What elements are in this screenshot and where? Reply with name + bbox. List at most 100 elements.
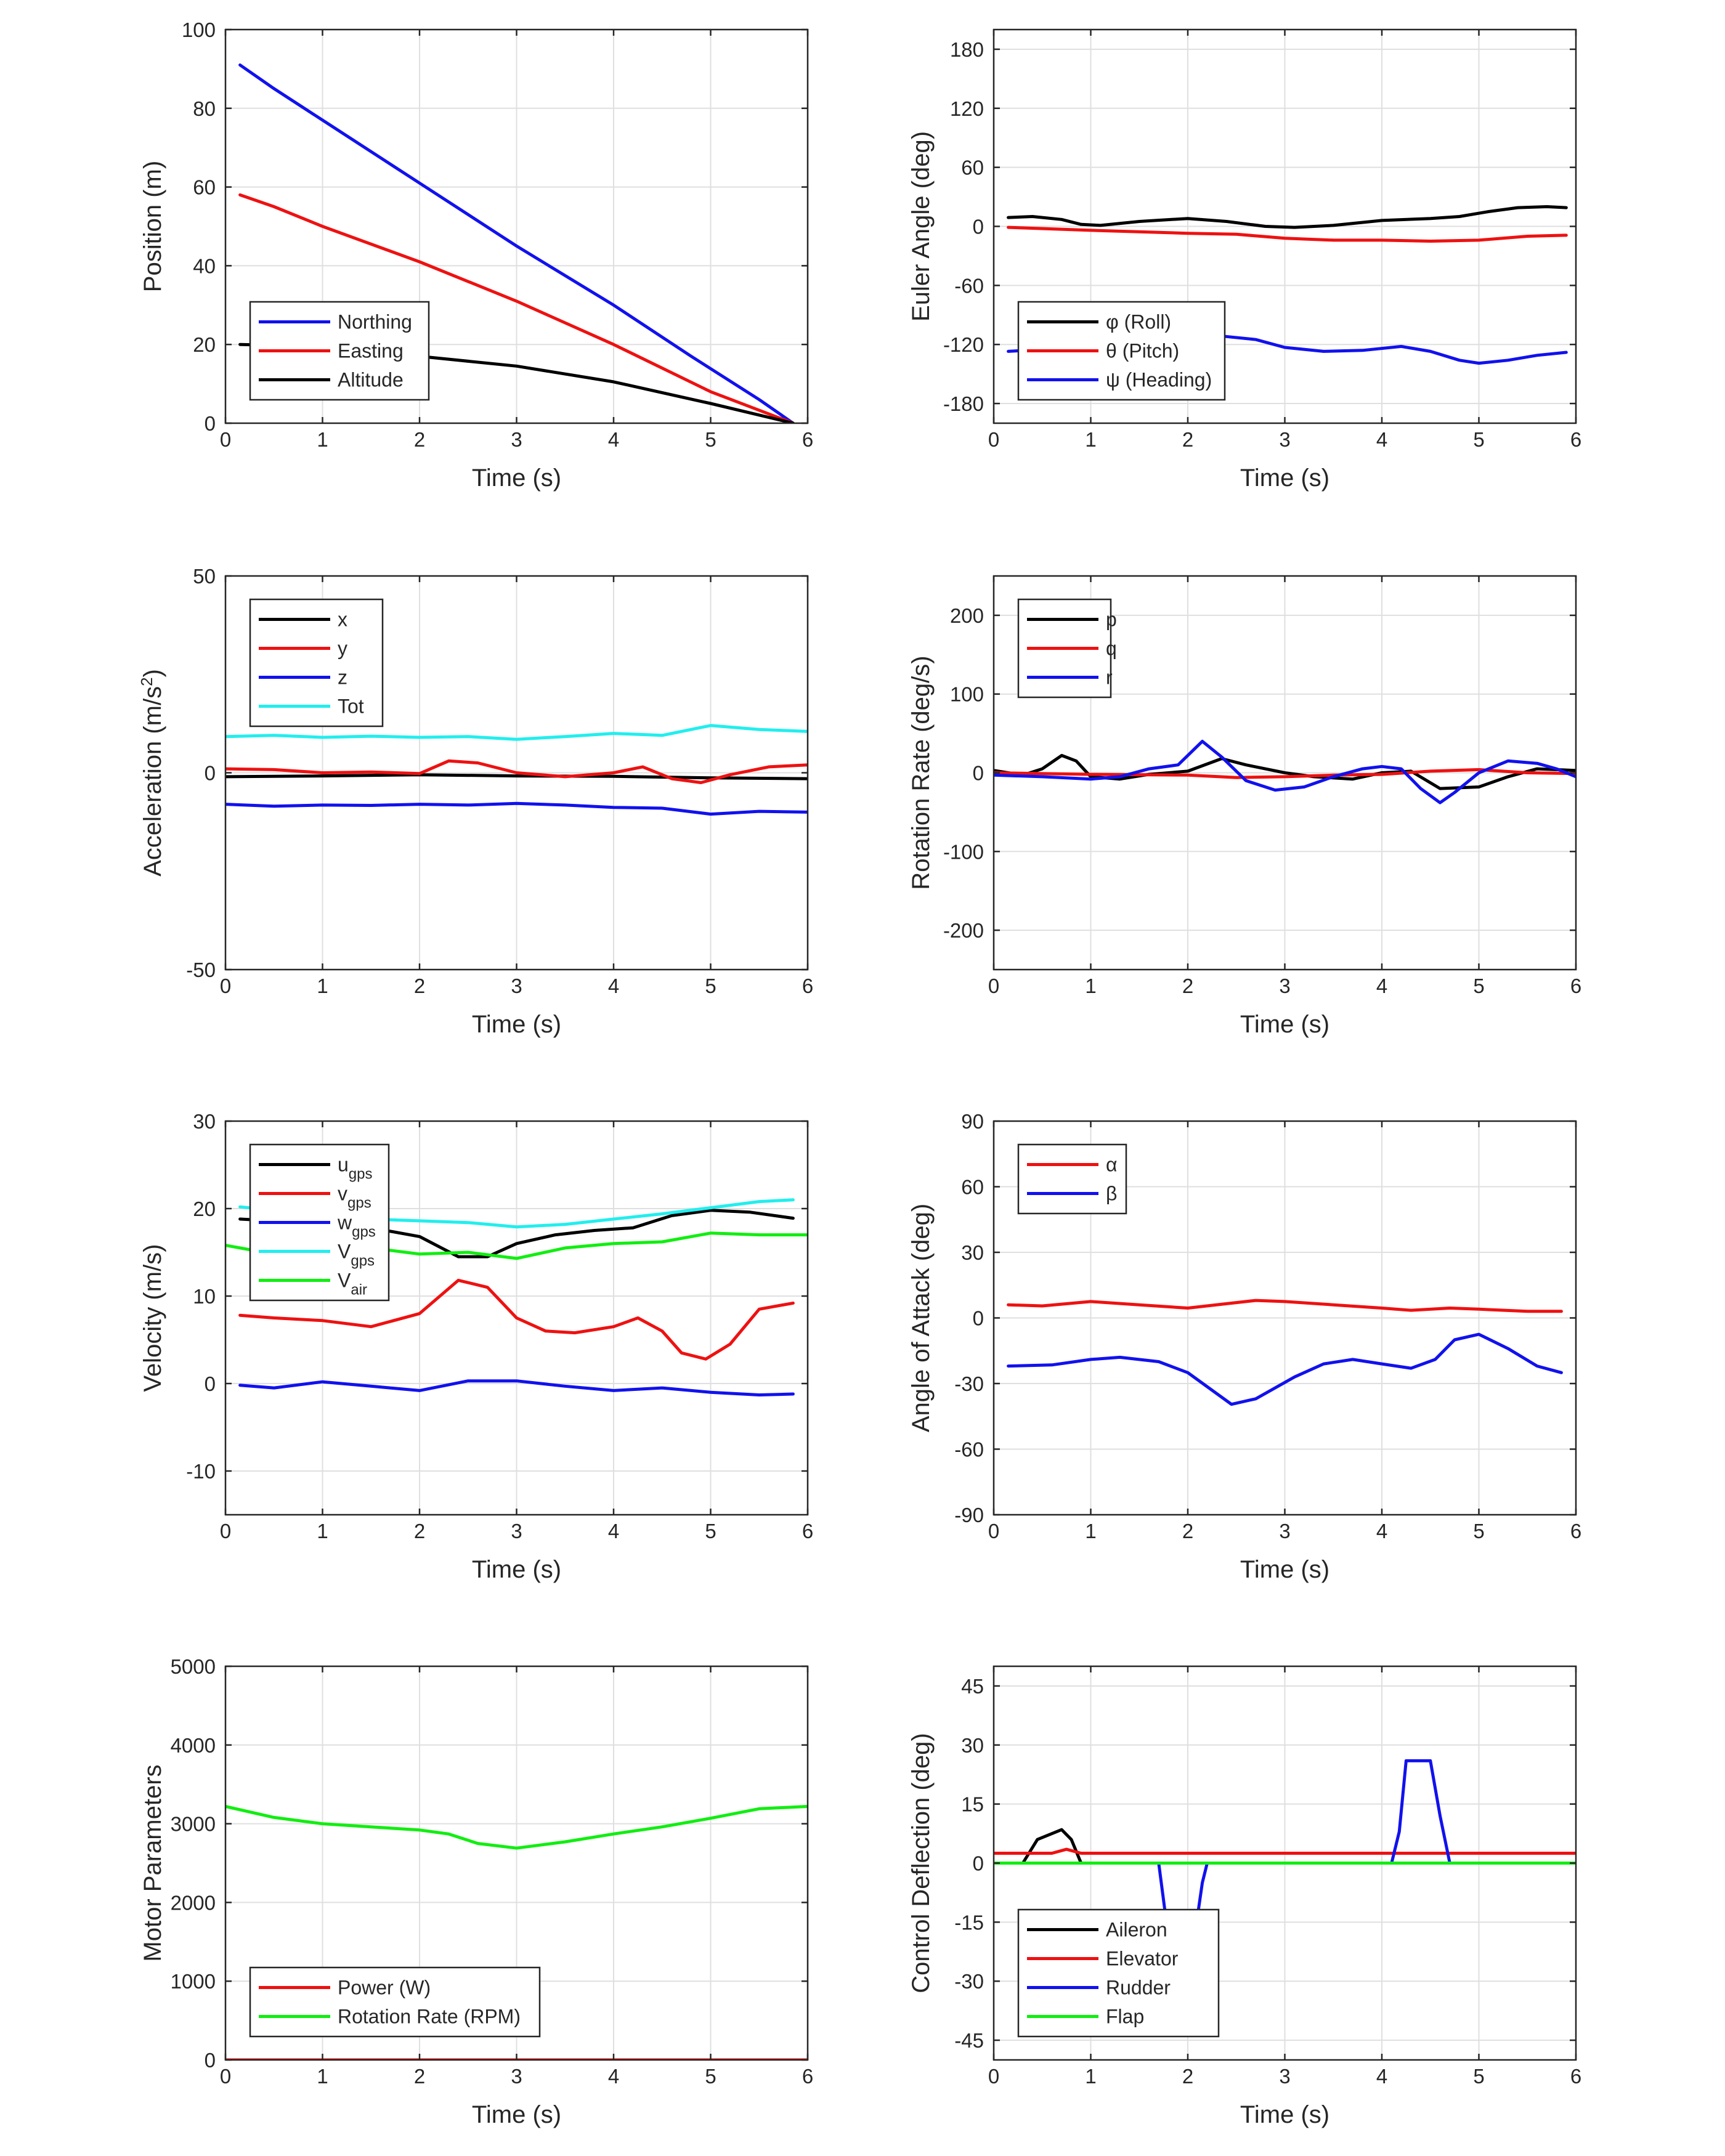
legend-label-aileron: Aileron bbox=[1106, 1919, 1167, 1941]
x-tick-label: 3 bbox=[1279, 428, 1290, 451]
x-tick-label: 3 bbox=[511, 1520, 522, 1542]
series-line-y bbox=[225, 759, 808, 784]
x-tick-label: 6 bbox=[802, 975, 813, 997]
x-tick-label: 2 bbox=[414, 975, 425, 997]
y-tick-label: -60 bbox=[954, 274, 984, 297]
x-axis-label: Time (s) bbox=[472, 2101, 561, 2128]
y-tick-label: -180 bbox=[943, 392, 984, 415]
legend-label-altitude: Altitude bbox=[338, 369, 404, 391]
y-tick-label: -45 bbox=[954, 2029, 984, 2052]
y-tick-label: 3000 bbox=[171, 1813, 216, 1836]
x-tick-label: 4 bbox=[1376, 1520, 1387, 1542]
x-tick-label: 1 bbox=[317, 975, 328, 997]
x-tick-label: 1 bbox=[317, 1520, 328, 1542]
x-axis-label: Time (s) bbox=[472, 464, 561, 492]
y-tick-label: 0 bbox=[205, 2049, 216, 2072]
y-tick-label: 60 bbox=[961, 1176, 984, 1199]
y-tick-label: 60 bbox=[193, 176, 216, 199]
y-tick-label: -30 bbox=[954, 1372, 984, 1395]
y-tick-label: 30 bbox=[961, 1241, 984, 1264]
y-tick-label: 120 bbox=[950, 97, 984, 120]
y-tick-label: 20 bbox=[193, 333, 216, 356]
legend-label-pitch: θ (Pitch) bbox=[1106, 340, 1179, 362]
series-group bbox=[225, 1805, 808, 2060]
series-line-series bbox=[1007, 1332, 1563, 1406]
x-tick-label: 5 bbox=[705, 2065, 716, 2088]
series-line-rotation-rate-rpm bbox=[225, 1805, 808, 1850]
x-tick-label: 6 bbox=[802, 1520, 813, 1542]
x-tick-label: 5 bbox=[1473, 428, 1484, 451]
legend: αβ bbox=[1017, 1143, 1127, 1215]
x-tick-label: 5 bbox=[705, 428, 716, 451]
legend-label-power-w: Power (W) bbox=[338, 1977, 431, 1999]
x-axis-label: Time (s) bbox=[472, 1556, 561, 1583]
x-tick-label: 6 bbox=[1570, 1520, 1581, 1542]
y-tick-label: 20 bbox=[193, 1198, 216, 1220]
y-tick-label: 15 bbox=[961, 1793, 984, 1816]
y-tick-label: 100 bbox=[182, 18, 216, 41]
y-tick-label: 200 bbox=[950, 604, 984, 627]
series-line-tot bbox=[225, 724, 808, 741]
y-tick-label: 60 bbox=[961, 156, 984, 179]
series-line-roll bbox=[1007, 205, 1568, 229]
y-tick-label: 45 bbox=[961, 1675, 984, 1698]
chart-panel-7: 0 1 2 3 4 5 6 0 1000 2000 3000 4000 5000 Time (s) Moto… bbox=[139, 1655, 813, 2128]
y-tick-label: 30 bbox=[961, 1734, 984, 1757]
x-tick-label: 2 bbox=[1182, 975, 1193, 997]
x-tick-label: 6 bbox=[1570, 975, 1581, 997]
x-axis-label: Time (s) bbox=[1240, 2101, 1329, 2128]
x-tick-label: 4 bbox=[608, 975, 619, 997]
legend-box bbox=[1017, 1143, 1127, 1215]
y-tick-label: -120 bbox=[943, 333, 984, 356]
y-tick-label: -30 bbox=[954, 1970, 984, 1993]
x-tick-label: 1 bbox=[1085, 1520, 1096, 1542]
x-tick-label: 1 bbox=[1085, 428, 1096, 451]
y-tick-label: 0 bbox=[973, 1307, 984, 1330]
series-line-x bbox=[225, 773, 808, 780]
x-axis-label: Time (s) bbox=[472, 1011, 561, 1038]
x-tick-label: 5 bbox=[705, 975, 716, 997]
y-tick-label: -10 bbox=[186, 1460, 216, 1483]
series-line-v-gps bbox=[238, 1278, 795, 1361]
legend-label-p: p bbox=[1106, 609, 1117, 631]
y-tick-label: 30 bbox=[193, 1110, 216, 1133]
y-tick-label: -200 bbox=[943, 919, 984, 942]
y-tick-label: 0 bbox=[973, 216, 984, 238]
legend-label-tot: Tot bbox=[338, 695, 364, 718]
x-tick-label: 5 bbox=[1473, 1520, 1484, 1542]
series-line-p bbox=[994, 753, 1576, 790]
series-line-q bbox=[994, 768, 1576, 779]
x-tick-label: 6 bbox=[802, 2065, 813, 2088]
x-axis-label: Time (s) bbox=[1240, 464, 1329, 492]
x-tick-label: 1 bbox=[317, 428, 328, 451]
y-tick-label: 4000 bbox=[171, 1734, 216, 1757]
y-tick-label: 90 bbox=[961, 1110, 984, 1133]
legend-label-flap: Flap bbox=[1106, 2006, 1144, 2028]
legend: φ (Roll) θ (Pitch) ψ (Heading) bbox=[1017, 301, 1226, 401]
x-tick-label: 2 bbox=[1182, 1520, 1193, 1542]
x-tick-label: 3 bbox=[511, 975, 522, 997]
y-tick-label: 2000 bbox=[171, 1891, 216, 1914]
y-axis-label: Position (m) bbox=[139, 161, 166, 292]
x-tick-label: 6 bbox=[1570, 2065, 1581, 2088]
x-tick-label: 2 bbox=[414, 2065, 425, 2088]
legend-label-roll: φ (Roll) bbox=[1106, 311, 1171, 333]
x-tick-label: 4 bbox=[1376, 2065, 1387, 2088]
x-tick-label: 5 bbox=[1473, 2065, 1484, 2088]
series-line-northing bbox=[238, 63, 795, 423]
x-tick-label: 0 bbox=[220, 428, 231, 451]
chart-panel-5: 0 1 2 3 4 5 6 -10 0 10 20 30 Time (s) Velocity (m/s) u… bbox=[139, 1110, 813, 1583]
x-tick-label: 6 bbox=[1570, 428, 1581, 451]
y-tick-label: 0 bbox=[973, 1852, 984, 1875]
chart-panel-2: 0 1 2 3 4 5 6 -180 -120 -60 0 60 120 180 Time (s) Euler… bbox=[907, 28, 1581, 492]
x-tick-label: 2 bbox=[414, 1520, 425, 1542]
x-tick-label: 0 bbox=[988, 975, 999, 997]
series-group bbox=[994, 739, 1576, 804]
y-axis-label: Velocity (m/s) bbox=[139, 1244, 166, 1392]
x-axis-label: Time (s) bbox=[1240, 1556, 1329, 1583]
legend-label-rotation-rate-rpm: Rotation Rate (RPM) bbox=[338, 2006, 521, 2028]
chart-panel-6: 0 1 2 3 4 5 6 -90 -60 -30 0 30 60 90 Time (s) Angle of … bbox=[907, 1110, 1581, 1583]
